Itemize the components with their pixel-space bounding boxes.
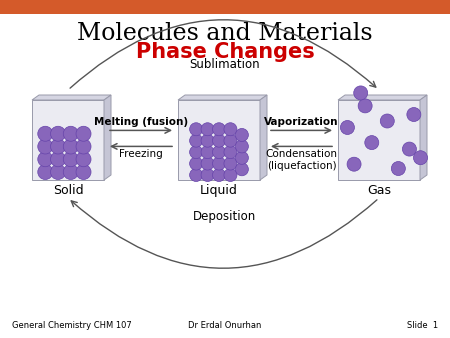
Text: Vaporization: Vaporization	[264, 117, 339, 127]
Bar	[32, 100, 104, 180]
Circle shape	[365, 136, 379, 150]
Circle shape	[50, 126, 66, 141]
Circle shape	[63, 126, 78, 141]
Text: Deposition: Deposition	[194, 210, 256, 223]
Bar	[0, 0, 450, 14]
Text: General Chemistry CHM 107: General Chemistry CHM 107	[12, 321, 132, 330]
Text: Freezing: Freezing	[119, 149, 163, 160]
Circle shape	[224, 134, 237, 147]
FancyArrowPatch shape	[71, 200, 377, 268]
Circle shape	[235, 151, 248, 164]
Circle shape	[407, 107, 421, 122]
Bar	[178, 100, 260, 180]
Circle shape	[212, 134, 225, 147]
Circle shape	[76, 152, 91, 167]
Circle shape	[189, 123, 202, 136]
Polygon shape	[32, 95, 111, 100]
Polygon shape	[260, 95, 267, 180]
Circle shape	[38, 126, 53, 141]
Circle shape	[235, 163, 248, 176]
Circle shape	[63, 139, 78, 154]
Text: Dr Erdal Onurhan: Dr Erdal Onurhan	[188, 321, 262, 330]
Polygon shape	[104, 95, 111, 180]
Circle shape	[212, 169, 225, 182]
Circle shape	[38, 165, 53, 179]
Polygon shape	[178, 95, 267, 100]
Circle shape	[201, 169, 214, 182]
Text: Phase Changes: Phase Changes	[135, 42, 315, 62]
Circle shape	[50, 152, 66, 167]
Circle shape	[380, 114, 394, 128]
Circle shape	[347, 157, 361, 171]
Circle shape	[235, 140, 248, 153]
Circle shape	[50, 165, 66, 179]
Circle shape	[189, 157, 202, 170]
Circle shape	[76, 126, 91, 141]
Circle shape	[38, 139, 53, 154]
Polygon shape	[338, 95, 427, 100]
Circle shape	[341, 120, 355, 135]
Text: Melting (fusion): Melting (fusion)	[94, 117, 188, 127]
Text: Gas: Gas	[367, 184, 391, 197]
Circle shape	[201, 134, 214, 147]
Text: Solid: Solid	[53, 184, 83, 197]
Circle shape	[50, 139, 66, 154]
Text: Slide  1: Slide 1	[407, 321, 438, 330]
Circle shape	[201, 146, 214, 159]
Circle shape	[76, 139, 91, 154]
Circle shape	[392, 162, 405, 175]
FancyArrowPatch shape	[70, 20, 376, 88]
Circle shape	[189, 146, 202, 159]
Circle shape	[224, 123, 237, 136]
Text: Sublimation: Sublimation	[190, 58, 260, 71]
Circle shape	[354, 86, 368, 100]
Circle shape	[224, 146, 237, 159]
Circle shape	[212, 123, 225, 136]
Circle shape	[358, 99, 372, 113]
Circle shape	[63, 165, 78, 179]
Bar	[338, 100, 420, 180]
Circle shape	[38, 152, 53, 167]
Text: Molecules and Materials: Molecules and Materials	[77, 22, 373, 45]
Text: Liquid: Liquid	[200, 184, 238, 197]
Circle shape	[224, 169, 237, 182]
Circle shape	[212, 146, 225, 159]
Circle shape	[63, 152, 78, 167]
Circle shape	[189, 169, 202, 182]
Circle shape	[201, 157, 214, 170]
Circle shape	[212, 157, 225, 170]
Circle shape	[76, 165, 91, 179]
Circle shape	[201, 123, 214, 136]
Circle shape	[414, 151, 428, 165]
Circle shape	[402, 142, 416, 156]
Circle shape	[224, 157, 237, 170]
Text: Condensation
(liquefaction): Condensation (liquefaction)	[266, 149, 338, 171]
Circle shape	[235, 128, 248, 142]
Polygon shape	[420, 95, 427, 180]
Circle shape	[189, 134, 202, 147]
